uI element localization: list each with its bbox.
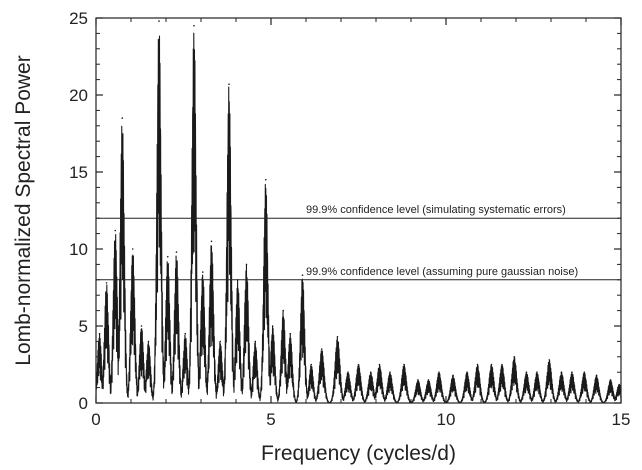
peak-point	[166, 255, 169, 258]
y-tick-label: 20	[69, 86, 88, 105]
peak-point	[140, 325, 143, 327]
peak-point	[369, 371, 372, 374]
y-axis-title: Lomb-normalized Spectral Power	[12, 55, 35, 365]
x-tick-label: 10	[437, 410, 456, 429]
peak-point	[548, 359, 551, 361]
peak-point	[618, 383, 621, 386]
y-tick-label: 5	[79, 317, 88, 336]
peak-point	[289, 332, 292, 335]
peak-point	[158, 20, 160, 22]
peak-point	[320, 348, 323, 350]
x-axis-title: Frequency (cycles/d)	[261, 442, 456, 465]
peak-point	[254, 340, 257, 343]
peak-point	[525, 371, 528, 374]
peak-point	[476, 363, 479, 366]
peak-point	[301, 274, 304, 276]
peak-point	[403, 363, 405, 366]
peak-point	[595, 374, 598, 377]
peak-point	[536, 371, 538, 374]
y-tick-label: 10	[69, 240, 88, 259]
peak-point	[271, 325, 274, 327]
peak-point	[105, 282, 108, 284]
series-layer	[95, 20, 622, 404]
peak-point	[357, 363, 360, 366]
peak-point	[560, 371, 563, 374]
peak-point	[184, 332, 187, 335]
peak-point	[228, 83, 230, 86]
y-tick-label: 25	[69, 9, 88, 28]
peak-point	[310, 363, 313, 366]
peak-point	[193, 24, 195, 27]
x-tick-label: 15	[612, 410, 631, 429]
peak-point	[245, 263, 248, 266]
confidence-label-0: 99.9% confidence level (simulating syste…	[306, 204, 566, 216]
y-tick-label: 15	[69, 163, 88, 182]
peak-point	[417, 379, 419, 381]
peak-point	[466, 371, 468, 374]
peak-point	[438, 371, 440, 374]
peak-point	[490, 363, 493, 366]
peak-point	[175, 251, 178, 253]
peak-point	[264, 178, 267, 181]
peak-point	[336, 335, 339, 338]
x-tick-label: 5	[266, 410, 275, 429]
peak-point	[609, 379, 612, 381]
peak-point	[121, 117, 124, 119]
confidence-label-1: 99.9% confidence level (assuming pure ga…	[306, 266, 578, 278]
peak-point	[114, 229, 117, 232]
peak-point	[427, 379, 430, 381]
peak-point	[571, 371, 573, 374]
reference-lines: 99.9% confidence level (simulating syste…	[96, 204, 621, 281]
peak-point	[513, 356, 516, 358]
peak-point	[389, 371, 391, 374]
peak-point	[210, 240, 213, 243]
peak-point	[583, 371, 586, 374]
peak-point	[98, 332, 101, 335]
axis-ticks: 0 5 10 15 0 5 10 15 20 25	[69, 9, 630, 429]
peak-point	[219, 340, 222, 343]
peak-point	[147, 340, 150, 343]
series-line-0	[95, 32, 622, 404]
peak-point	[131, 248, 134, 250]
plot-frame	[95, 17, 622, 404]
peak-point	[201, 271, 204, 273]
peak-point	[501, 363, 503, 366]
peak-point	[347, 371, 349, 374]
x-tick-label: 0	[91, 410, 100, 429]
y-tick-label: 0	[79, 394, 88, 413]
peak-point	[282, 309, 285, 312]
peak-point	[452, 374, 454, 377]
peak-point	[378, 363, 381, 366]
